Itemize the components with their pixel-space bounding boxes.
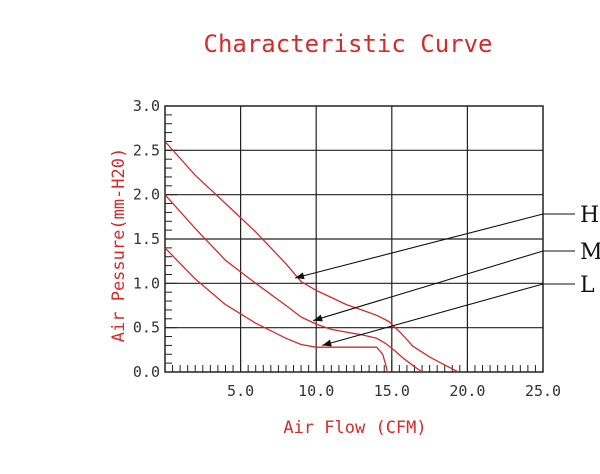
minor-tick-marks [165,114,536,372]
y-tick-label: 3.0 [133,97,160,115]
leader-l-line [322,283,544,346]
y-tick-label: 2.5 [133,141,160,159]
y-tick-label: 2.0 [133,186,160,204]
curve-label-m: M [580,240,600,265]
leader-h-arrow [295,272,305,280]
leader-l-arrow [322,339,332,347]
y-axis-label: Air Pessure(mm-H20) [109,148,129,342]
leader-m-arrow [313,314,323,322]
leader-m-line [313,250,544,322]
x-tick-label: 25.0 [525,382,561,400]
x-tick-label: 15.0 [374,382,410,400]
leader-h-line [294,213,544,279]
y-tick-labels: 0.0 0.5 1.0 1.5 2.0 2.5 3.0 [133,97,160,381]
curve-label-h: H [580,203,599,228]
plot-grid [164,105,544,373]
x-tick-labels: 5.0 10.0 15.0 20.0 25.0 [227,382,561,400]
x-tick-label: 10.0 [298,382,334,400]
y-tick-label: 1.5 [133,230,160,248]
curve-h [164,141,459,373]
y-tick-label: 1.0 [133,274,160,292]
curve-label-l: L [580,273,595,298]
curve-m [164,194,423,373]
leader-lines: HML [294,203,600,347]
x-tick-label: 5.0 [227,382,254,400]
x-tick-label: 20.0 [449,382,485,400]
curves [164,141,459,373]
y-tick-label: 0.0 [133,363,160,381]
chart-title: Characteristic Curve [204,30,493,58]
curve-l [164,247,388,373]
x-axis-label: Air Flow (CFM) [283,418,426,438]
y-tick-label: 0.5 [133,319,160,337]
